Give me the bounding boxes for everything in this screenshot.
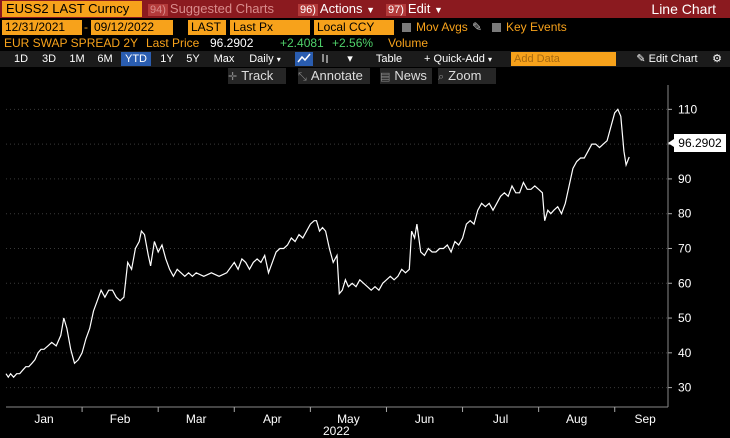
crosshair-icon: ✛ — [228, 71, 238, 83]
x-tick-label: Mar — [186, 412, 207, 426]
y-tick-label: 50 — [678, 311, 692, 325]
edit-chart-label: Edit Chart — [648, 53, 698, 65]
chevron-down-icon: ▾ — [487, 55, 492, 64]
end-date-field[interactable]: 09/12/2022 — [91, 20, 173, 35]
x-axis-year-label: 2022 — [323, 424, 350, 438]
frequency-selector[interactable]: Daily ▾ — [244, 52, 286, 66]
field-description[interactable]: Last Px — [230, 20, 310, 35]
suggested-charts-label: Suggested Charts — [169, 1, 274, 16]
gear-icon[interactable]: ⚙ — [712, 53, 722, 65]
quick-add-button[interactable]: + Quick-Add ▾ — [422, 52, 494, 66]
news-button[interactable]: ▤ News — [380, 68, 432, 84]
key-events-label: Key Events — [506, 20, 567, 34]
y-tick-label: 30 — [678, 381, 692, 395]
currency-selector[interactable]: Local CCY — [314, 20, 394, 35]
x-tick-label: Sep — [634, 412, 656, 426]
ticker-field[interactable]: EUSS2 LAST Curncy — [2, 1, 142, 17]
period-1d-button[interactable]: 1D — [13, 53, 29, 65]
edit-number: 97) — [386, 4, 406, 16]
top-command-bar: EUSS2 LAST Curncy 94) Suggested Charts 96… — [0, 0, 730, 18]
period-5y-button[interactable]: 5Y — [186, 53, 200, 65]
last-price-value: 96.2902 — [210, 36, 254, 50]
edit-label: Edit — [407, 1, 431, 16]
track-button[interactable]: ✛ Track — [228, 68, 286, 84]
date-separator: - — [84, 20, 88, 34]
actions-label: Actions — [319, 1, 363, 16]
period-toolbar: 1D 3D 1M 6M YTD 1Y 5Y Max Daily ▾ ▾ Tabl… — [0, 51, 730, 67]
zoom-button[interactable]: ⌕ Zoom — [438, 68, 496, 84]
chart-type-title: Line Chart — [651, 1, 716, 17]
x-tick-label: Jun — [415, 412, 434, 426]
actions-menu-button[interactable]: 96) Actions ▼ — [298, 1, 375, 17]
edit-menu-button[interactable]: 97) Edit ▼ — [386, 1, 443, 17]
period-1y-button[interactable]: 1Y — [160, 53, 174, 65]
last-price-label: Last Price — [146, 36, 200, 50]
chart-tools-bar: ✛ Track ⤡ Annotate ▤ News ⌕ Zoom — [0, 67, 730, 85]
news-label: News — [394, 68, 427, 83]
x-tick-label: Apr — [263, 412, 282, 426]
period-ytd-button[interactable]: YTD — [121, 52, 151, 66]
annotate-icon: ⤡ — [298, 71, 307, 83]
line-chart[interactable]: 30405060708090100110 JanFebMarAprMayJunJ… — [0, 85, 730, 438]
suggested-charts-number: 94) — [148, 4, 168, 16]
period-max-button[interactable]: Max — [213, 53, 235, 65]
volume-label: Volume — [388, 36, 429, 50]
price-change: +2.4081 — [280, 36, 324, 50]
start-date-field[interactable]: 12/31/2021 — [2, 20, 82, 35]
bar-type-icon[interactable] — [318, 52, 332, 66]
pencil-icon[interactable]: ✎ — [472, 20, 483, 34]
y-tick-label: 40 — [678, 346, 692, 360]
x-tick-label: Jan — [34, 412, 53, 426]
zoom-label: Zoom — [448, 68, 482, 83]
x-axis: Jan Feb Mar Apr May Jun Jul Aug Sep — [6, 406, 668, 426]
annotate-label: Annotate — [310, 68, 363, 83]
period-6m-button[interactable]: 6M — [97, 53, 113, 65]
y-tick-label: 90 — [678, 172, 692, 186]
x-tick-label: Feb — [110, 412, 131, 426]
quick-add-label: + Quick-Add — [424, 53, 485, 65]
security-name: EUR SWAP SPREAD 2Y — [4, 36, 139, 50]
price-change-pct: +2.56% — [332, 36, 374, 50]
track-label: Track — [241, 68, 274, 83]
chevron-down-icon: ▼ — [366, 5, 376, 15]
field-selector[interactable]: LAST — [188, 20, 226, 35]
y-tick-label: 70 — [678, 241, 692, 255]
edit-chart-button[interactable]: ✎ Edit Chart — [628, 52, 706, 66]
line-chart-icon[interactable] — [295, 52, 313, 66]
chart-grid — [6, 108, 668, 389]
chevron-down-icon: ▾ — [276, 55, 281, 64]
frequency-label: Daily — [249, 53, 274, 65]
series-line — [5, 108, 630, 379]
actions-number: 96) — [298, 4, 318, 16]
suggested-charts-button[interactable]: 94) Suggested Charts — [148, 1, 274, 17]
x-tick-label: Aug — [566, 412, 587, 426]
last-value-tag: 96.2902 — [668, 134, 726, 152]
annotate-button[interactable]: ⤡ Annotate — [298, 68, 370, 84]
y-tick-label: 110 — [678, 102, 697, 116]
chevron-down-icon[interactable]: ▾ — [347, 53, 353, 65]
y-tick-label: 80 — [678, 207, 692, 221]
x-tick-label: Jul — [493, 412, 508, 426]
add-data-input[interactable]: Add Data — [511, 52, 616, 66]
table-button[interactable]: Table — [375, 53, 403, 65]
pencil-icon: ✎ — [636, 53, 646, 65]
mov-avgs-label: Mov Avgs — [416, 20, 468, 34]
mov-avgs-checkbox[interactable] — [402, 23, 411, 32]
legend-bar: EUR SWAP SPREAD 2Y Last Price 96.2902 +2… — [0, 36, 730, 51]
news-icon: ▤ — [380, 71, 391, 83]
y-tick-label: 60 — [678, 276, 692, 290]
key-events-checkbox[interactable] — [492, 23, 501, 32]
chevron-down-icon: ▼ — [433, 5, 443, 15]
search-icon: ⌕ — [438, 71, 445, 83]
period-1m-button[interactable]: 1M — [69, 53, 85, 65]
parameter-bar: 12/31/2021 - 09/12/2022 LAST Last Px Loc… — [0, 18, 730, 36]
x-tick-label: May — [337, 412, 360, 426]
period-3d-button[interactable]: 3D — [41, 53, 57, 65]
